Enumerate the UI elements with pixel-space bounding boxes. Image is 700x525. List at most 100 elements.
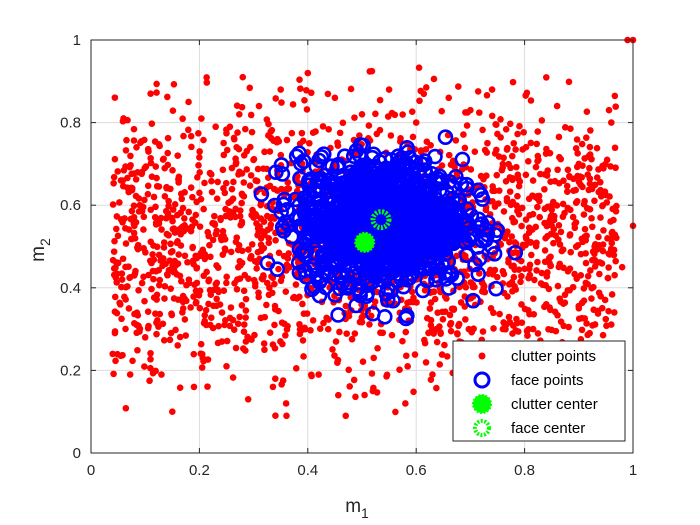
- clutter-point: [208, 171, 215, 178]
- y-axis-label: m2: [28, 238, 53, 262]
- clutter-point: [241, 271, 249, 279]
- clutter-point: [132, 176, 140, 183]
- clutter-point: [223, 362, 230, 370]
- clutter-point: [218, 309, 226, 316]
- clutter-point: [198, 364, 206, 371]
- clutter-point: [580, 285, 588, 292]
- clutter-point: [554, 311, 561, 319]
- clutter-point: [359, 358, 367, 366]
- clutter-point: [514, 192, 521, 200]
- clutter-point: [145, 322, 152, 330]
- clutter-point: [184, 258, 191, 266]
- face-point: [317, 253, 333, 269]
- clutter-point: [612, 257, 619, 265]
- clutter-point: [130, 213, 138, 221]
- clutter-point: [134, 346, 141, 354]
- clutter-point: [196, 148, 203, 155]
- clutter-point: [130, 125, 138, 133]
- face-point: [317, 279, 334, 296]
- clutter-point: [179, 115, 186, 123]
- clutter-point: [275, 265, 282, 273]
- clutter-point: [119, 255, 127, 263]
- clutter-point: [296, 293, 303, 301]
- clutter-point: [192, 298, 200, 306]
- clutter-point: [510, 139, 518, 147]
- clutter-point: [234, 129, 241, 136]
- clutter-point: [560, 264, 567, 272]
- clutter-point: [488, 112, 496, 120]
- clutter-point: [536, 213, 543, 221]
- clutter-point: [141, 363, 148, 370]
- clutter-point: [176, 333, 184, 341]
- clutter-point: [213, 195, 221, 202]
- plot-area: [109, 36, 637, 420]
- clutter-point: [111, 155, 119, 163]
- clutter-point: [497, 134, 504, 141]
- clutter-point: [590, 306, 598, 314]
- clutter-point: [260, 218, 268, 225]
- clutter-point: [167, 240, 174, 248]
- clutter-point: [147, 90, 154, 97]
- clutter-point: [531, 276, 538, 284]
- clutter-point: [232, 344, 240, 352]
- clutter-point: [432, 326, 439, 333]
- clutter-point: [240, 345, 247, 352]
- clutter-point: [248, 241, 256, 248]
- clutter-point: [181, 215, 188, 222]
- clutter-point: [229, 374, 237, 381]
- clutter-point: [512, 146, 519, 153]
- clutter-point: [452, 137, 460, 144]
- clutter-point: [541, 185, 548, 193]
- face-point: [507, 244, 524, 261]
- clutter-point: [255, 102, 263, 110]
- clutter-point: [508, 152, 516, 160]
- clutter-center-point: [354, 231, 376, 253]
- clutter-point: [537, 280, 545, 287]
- clutter-point: [109, 256, 117, 264]
- clutter-point: [213, 302, 220, 310]
- clutter-point: [263, 301, 270, 309]
- clutter-point: [110, 370, 117, 378]
- clutter-point: [522, 241, 529, 249]
- clutter-point: [504, 228, 511, 235]
- clutter-point: [307, 89, 315, 97]
- clutter-point: [201, 311, 209, 319]
- clutter-point: [446, 311, 454, 319]
- clutter-point: [190, 350, 198, 358]
- clutter-point: [164, 149, 172, 157]
- clutter-point: [525, 274, 532, 282]
- clutter-point: [566, 265, 574, 272]
- clutter-point: [235, 145, 243, 153]
- clutter-point: [572, 219, 580, 226]
- face-point: [366, 267, 383, 284]
- clutter-point: [122, 240, 130, 247]
- clutter-point: [611, 144, 619, 152]
- clutter-point: [165, 197, 172, 205]
- clutter-point: [116, 199, 123, 206]
- face-point: [283, 228, 300, 245]
- clutter-point: [153, 330, 160, 338]
- clutter-point: [163, 271, 171, 278]
- face-point: [291, 264, 308, 281]
- clutter-point: [161, 193, 169, 200]
- clutter-point: [175, 176, 183, 184]
- clutter-point: [584, 272, 592, 280]
- face-point: [374, 192, 390, 208]
- clutter-point: [325, 125, 332, 133]
- clutter-point: [249, 206, 256, 214]
- clutter-point: [159, 262, 166, 270]
- clutter-point: [204, 228, 212, 236]
- clutter-point: [306, 139, 313, 147]
- clutter-point: [587, 267, 594, 274]
- clutter-point: [591, 197, 598, 205]
- clutter-point: [181, 316, 189, 323]
- face-point: [415, 282, 431, 299]
- clutter-point: [582, 259, 590, 267]
- clutter-point: [200, 136, 207, 144]
- clutter-point: [110, 173, 118, 181]
- clutter-point: [524, 157, 532, 165]
- clutter-point: [300, 310, 308, 317]
- clutter-point: [223, 146, 231, 154]
- clutter-point: [563, 188, 571, 195]
- y-tick-label: 0: [73, 445, 81, 462]
